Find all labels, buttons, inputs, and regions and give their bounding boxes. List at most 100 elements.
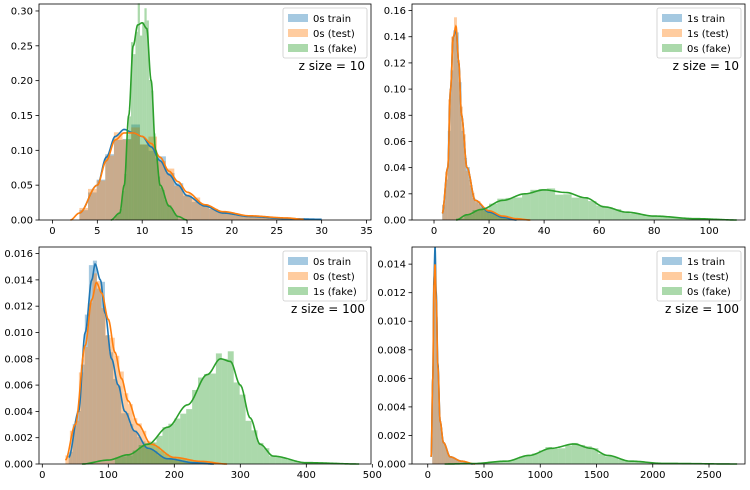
x-tick-label: 25: [270, 226, 283, 237]
legend: 0s train 0s (test) 1s (fake): [283, 251, 367, 301]
y-tick-label: 0.012: [377, 288, 406, 299]
histogram-bar: [222, 359, 228, 464]
histogram-bar: [444, 444, 445, 464]
legend-swatch: [662, 29, 682, 37]
y-tick-label: 0.00: [384, 216, 406, 227]
x-tick-label: 0: [49, 226, 55, 237]
histogram-bar: [466, 171, 469, 220]
legend-label: 1s (test): [687, 29, 729, 40]
histogram-bar: [572, 443, 579, 464]
y-tick-label: 0.06: [384, 137, 406, 148]
histogram-bar: [160, 188, 162, 220]
z-size-annotation: z size = 10: [673, 59, 739, 73]
y-tick-label: 0.008: [377, 345, 406, 356]
legend-swatch: [288, 287, 308, 295]
legend-swatch: [662, 272, 682, 280]
histogram-bar: [88, 189, 97, 220]
legend-label: 0s (fake): [687, 44, 731, 55]
histogram-bar: [127, 455, 133, 464]
legend: 1s train 1s (test) 0s (fake): [657, 251, 741, 301]
y-tick-label: 0.004: [377, 402, 406, 413]
legend-label: 0s (test): [313, 272, 355, 283]
legend-label: 1s train: [687, 14, 725, 25]
z-size-annotation: z size = 10: [299, 59, 365, 73]
x-tick-label: 15: [181, 226, 194, 237]
histogram-bar: [530, 190, 538, 220]
y-tick-label: 0.002: [4, 433, 33, 444]
x-tick-label: 0: [431, 226, 437, 237]
legend-swatch: [662, 44, 682, 52]
histogram-bar: [183, 194, 192, 220]
y-tick-label: 0.006: [377, 374, 406, 385]
x-tick-label: 1000: [528, 470, 553, 481]
y-tick-label: 0.000: [377, 460, 406, 471]
y-tick-label: 0.014: [377, 260, 406, 271]
x-tick-label: 100: [700, 226, 719, 237]
legend-swatch: [288, 272, 308, 280]
histogram-bar: [135, 32, 137, 220]
y-tick-label: 0.016: [4, 249, 33, 260]
x-tick-label: 60: [593, 226, 606, 237]
x-tick-label: 1500: [584, 470, 609, 481]
legend-label: 0s train: [313, 257, 351, 268]
histogram-bar: [539, 189, 547, 220]
z-size-annotation: z size = 100: [291, 302, 365, 316]
y-tick-label: 0.006: [4, 381, 33, 392]
histogram-bar: [449, 457, 450, 464]
histogram-bar: [105, 156, 114, 220]
y-tick-label: 0.10: [384, 85, 406, 96]
histogram-bar: [92, 273, 96, 464]
y-tick-label: 0.25: [11, 41, 33, 52]
histogram-bar: [552, 449, 559, 464]
legend-label: 1s (fake): [313, 287, 357, 298]
y-tick-label: 0.16: [384, 6, 406, 17]
histogram-bar: [97, 281, 101, 464]
y-tick-label: 0.04: [384, 163, 406, 174]
histogram-bar: [588, 201, 596, 220]
histogram-bar: [97, 181, 106, 220]
histogram-bar: [234, 382, 240, 464]
histogram-bar: [144, 8, 146, 220]
y-tick-label: 0.00: [11, 216, 33, 227]
y-tick-label: 0.000: [4, 460, 33, 471]
histogram-bar: [555, 195, 563, 220]
y-tick-label: 0.14: [384, 32, 406, 43]
histogram-bar: [210, 374, 216, 464]
histogram-bar: [275, 457, 281, 464]
legend-label: 0s (fake): [687, 287, 731, 298]
histogram-bar: [269, 456, 275, 464]
legend-label: 1s (test): [687, 272, 729, 283]
x-tick-label: 35: [360, 226, 373, 237]
series-histogram-2: [442, 17, 530, 220]
histogram-bar: [563, 194, 571, 220]
legend-swatch: [662, 257, 682, 265]
legend: 1s train 1s (test) 0s (fake): [657, 8, 741, 58]
histogram-bar: [186, 409, 192, 464]
x-tick-label: 0: [425, 470, 431, 481]
histogram-bar: [240, 395, 246, 464]
x-tick-label: 2000: [640, 470, 665, 481]
histogram-bar: [605, 207, 613, 220]
x-tick-label: 0: [39, 470, 45, 481]
legend-label: 1s (fake): [313, 44, 357, 55]
histogram-bar: [121, 456, 127, 464]
legend-label: 1s train: [687, 257, 725, 268]
histogram-bar: [526, 455, 533, 464]
x-tick-label: 500: [363, 470, 382, 481]
histogram-bar: [142, 22, 144, 220]
y-tick-label: 0.004: [4, 407, 33, 418]
x-tick-label: 40: [538, 226, 551, 237]
histogram-bar: [580, 197, 588, 220]
x-tick-label: 100: [99, 470, 118, 481]
y-tick-label: 0.010: [4, 328, 33, 339]
histogram-bar: [124, 393, 128, 464]
histogram-bar: [514, 198, 522, 220]
histogram-bar: [522, 194, 530, 220]
histogram-bar: [454, 17, 457, 220]
